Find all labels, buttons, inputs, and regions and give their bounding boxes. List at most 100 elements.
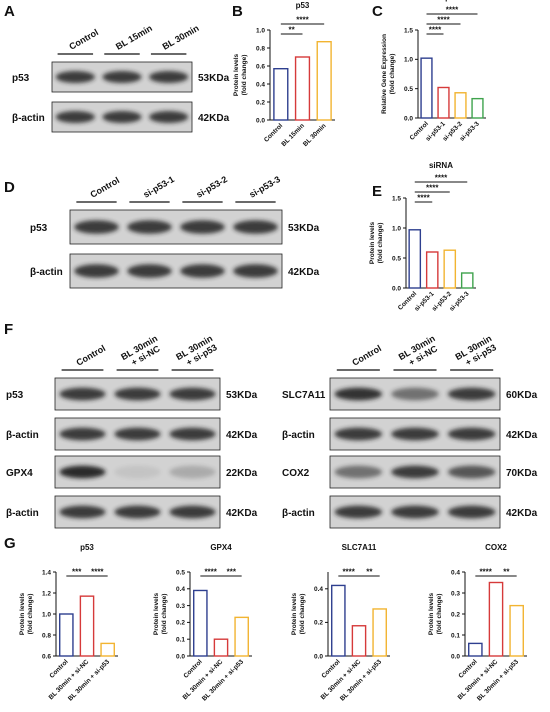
blot-band xyxy=(334,505,383,519)
blot-band xyxy=(233,264,278,278)
blot-band xyxy=(59,387,106,401)
lane-label-group: BL 30min xyxy=(161,23,201,52)
lane-label: BL 30min xyxy=(161,23,201,52)
size-label: 60KDa xyxy=(506,390,538,401)
protein-label: p53 xyxy=(6,390,24,401)
blot-band xyxy=(169,505,216,519)
lane-label-group: si-p53-2 xyxy=(195,174,229,200)
lane-label: si-p53-2 xyxy=(195,174,229,200)
lane-label-group: Control xyxy=(67,27,100,52)
panel-label: D xyxy=(4,179,15,196)
y-tick-label: 0.8 xyxy=(42,632,51,639)
panel-label: C xyxy=(372,3,383,20)
y-tick-label: 0.4 xyxy=(176,586,185,593)
protein-label: β-actin xyxy=(282,508,315,519)
y-axis-label: (fold change) xyxy=(436,594,443,635)
bar xyxy=(468,642,483,657)
lane-label-group: BL 30min+ si-NC xyxy=(397,333,440,368)
lane-label-group: si-p53-3 xyxy=(248,174,282,200)
blot-band xyxy=(334,465,383,479)
bar xyxy=(351,625,367,657)
bar xyxy=(488,581,504,657)
blot-band xyxy=(334,387,383,401)
blot-band xyxy=(74,264,119,278)
blot-band xyxy=(114,427,161,441)
blot-band xyxy=(447,465,496,479)
blot-band xyxy=(114,387,161,401)
size-label: 42KDa xyxy=(288,267,320,278)
significance-label: **** xyxy=(296,16,309,25)
y-axis-label: (fold change) xyxy=(389,54,396,95)
protein-label: β-actin xyxy=(12,113,45,124)
size-label: 42KDa xyxy=(226,430,258,441)
significance-label: **** xyxy=(437,16,450,25)
blot-band xyxy=(74,220,119,234)
y-tick-label: 0.2 xyxy=(176,620,185,627)
protein-label: SLC7A11 xyxy=(282,390,326,401)
y-tick-label: 0.4 xyxy=(314,586,323,593)
chart-title: p53 xyxy=(80,543,94,552)
blot-band xyxy=(169,427,216,441)
y-tick-label: 0.0 xyxy=(176,653,185,660)
y-axis-label: Protein levels xyxy=(369,221,376,264)
lane-label-group: Control xyxy=(75,343,108,368)
blot-band xyxy=(169,387,216,401)
blot-band xyxy=(114,505,161,519)
size-label: 53KDa xyxy=(198,73,230,84)
y-tick-label: 1.0 xyxy=(404,57,413,64)
bar xyxy=(316,41,332,121)
lane-label-group: BL 15min xyxy=(114,23,154,52)
significance-label: **** xyxy=(91,568,104,577)
blot-band xyxy=(447,387,496,401)
size-label: 22KDa xyxy=(226,468,258,479)
chart-title: COX2 xyxy=(485,543,507,552)
y-tick-label: 0.0 xyxy=(451,653,460,660)
lane-label: si-p53-1 xyxy=(142,174,176,200)
bar xyxy=(425,251,439,289)
y-axis-label: Protein levels xyxy=(153,592,160,635)
y-tick-label: 0.2 xyxy=(256,99,265,106)
y-tick-label: 0.4 xyxy=(451,569,460,576)
protein-label: β-actin xyxy=(30,267,63,278)
significance-label: ** xyxy=(289,26,296,35)
y-tick-label: 0.1 xyxy=(176,637,185,644)
lane-label-group: BL 30min+ si-NC xyxy=(119,333,162,368)
y-axis-label: (fold change) xyxy=(161,594,168,635)
blot-band xyxy=(180,264,225,278)
chart-title: siRNA xyxy=(429,161,453,170)
lane-label: Control xyxy=(67,27,100,52)
blot-band xyxy=(55,111,95,123)
size-label: 53KDa xyxy=(226,390,258,401)
chart-title: p53 xyxy=(445,0,459,2)
y-tick-label: 1.5 xyxy=(392,195,401,202)
y-tick-label: 0.3 xyxy=(176,603,185,610)
x-tick-label: BL 30min + si-p53 xyxy=(67,658,111,702)
panel-label: G xyxy=(4,535,16,552)
y-tick-label: 1.0 xyxy=(42,611,51,618)
bar xyxy=(460,272,474,289)
size-label: 42KDa xyxy=(506,430,538,441)
chart-title: GPX4 xyxy=(210,543,232,552)
y-tick-label: 0.1 xyxy=(451,632,460,639)
y-axis-label: Relative Gene Expression xyxy=(381,34,388,114)
size-label: 42KDa xyxy=(506,508,538,519)
bar xyxy=(437,86,450,119)
y-tick-label: 1.0 xyxy=(256,27,265,34)
lane-label-group: Control xyxy=(89,175,122,200)
blot-band xyxy=(447,505,496,519)
lane-label: Control xyxy=(75,343,108,368)
bar xyxy=(454,92,467,119)
y-tick-label: 1.4 xyxy=(42,569,51,576)
protein-label: COX2 xyxy=(282,468,310,479)
blot-band xyxy=(59,427,106,441)
y-tick-label: 1.2 xyxy=(42,590,51,597)
y-tick-label: 0.6 xyxy=(256,63,265,70)
y-tick-label: 0.5 xyxy=(404,86,413,93)
y-label-group: Protein levels (fold change) xyxy=(291,592,306,635)
lane-label: Control xyxy=(89,175,122,200)
y-label-group: Protein levels (fold change) xyxy=(19,592,34,635)
protein-label: β-actin xyxy=(6,430,39,441)
bar xyxy=(471,97,484,119)
significance-label: **** xyxy=(435,174,448,183)
